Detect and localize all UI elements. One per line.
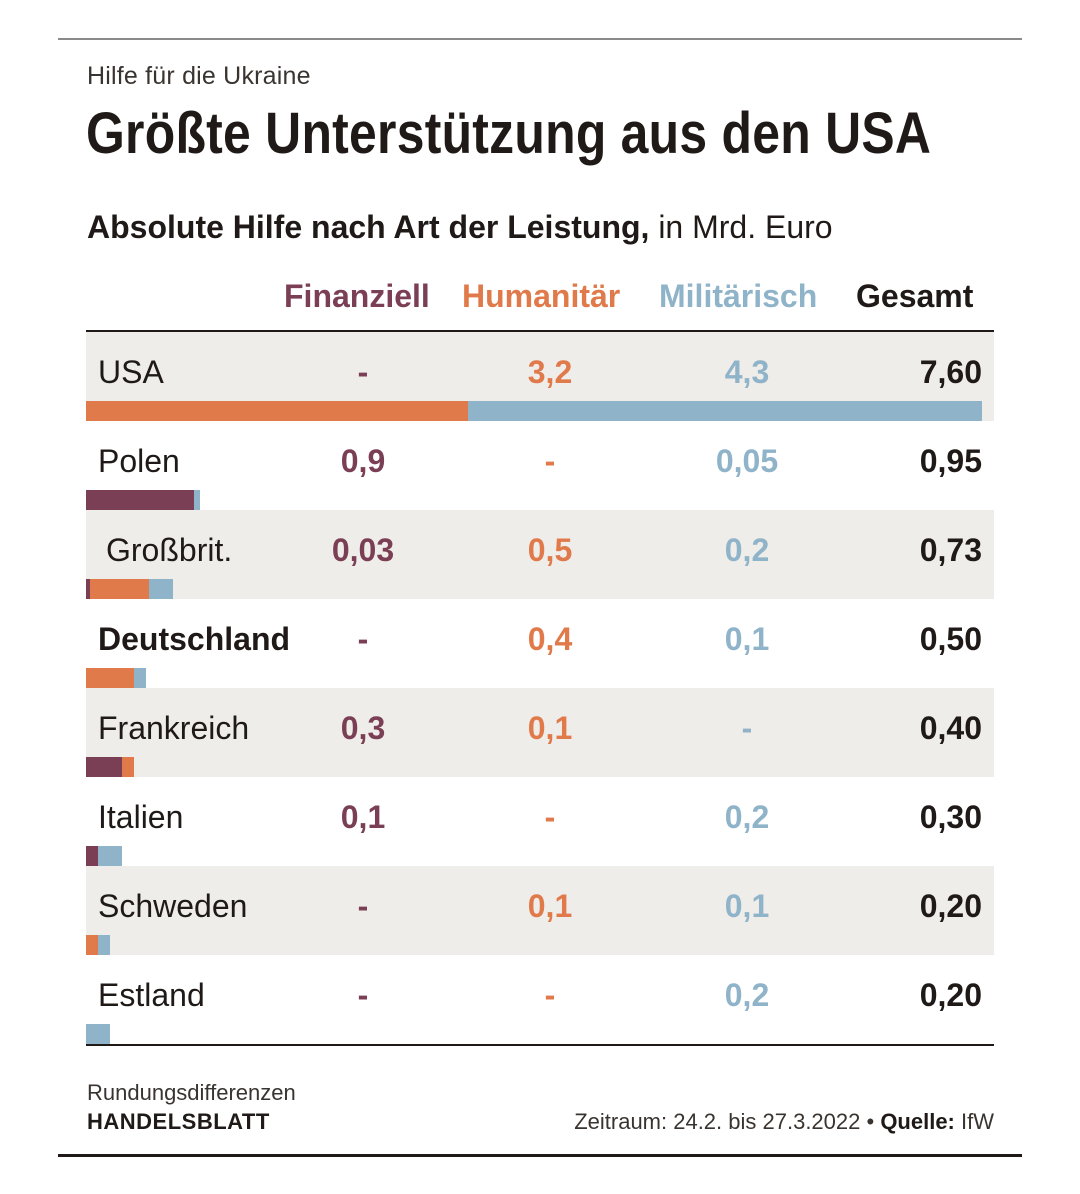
bar-segment-fin bbox=[86, 757, 122, 777]
source-line: Zeitraum: 24.2. bis 27.3.2022 • Quelle: … bbox=[574, 1109, 994, 1135]
row-schweden: Schweden - 0,1 0,1 0,20 bbox=[86, 866, 994, 955]
table-top-rule bbox=[86, 330, 994, 332]
column-header-humanitaer: Humanitär bbox=[462, 278, 621, 314]
bar-segment-hum bbox=[122, 757, 134, 777]
value-hum: 0,1 bbox=[527, 888, 573, 924]
value-total: 0,20 bbox=[919, 888, 982, 924]
bar-segment-fin bbox=[86, 579, 90, 599]
bar-segment-mil bbox=[86, 1024, 110, 1044]
bar-segment-hum bbox=[90, 579, 150, 599]
value-fin: - bbox=[357, 621, 369, 657]
value-mil: 0,2 bbox=[724, 977, 770, 1013]
top-rule bbox=[58, 38, 1022, 40]
table-bottom-rule bbox=[86, 1044, 994, 1046]
bar-segment-mil bbox=[134, 668, 146, 688]
stacked-bar bbox=[86, 579, 994, 599]
stacked-bar bbox=[86, 401, 994, 421]
value-hum: 3,2 bbox=[527, 354, 573, 390]
kicker: Hilfe für die Ukraine bbox=[87, 62, 311, 90]
value-hum: 0,1 bbox=[527, 710, 573, 746]
value-mil: 0,2 bbox=[724, 532, 770, 568]
value-mil: - bbox=[741, 710, 753, 746]
stacked-bar bbox=[86, 1024, 994, 1044]
country-label: Polen bbox=[98, 443, 180, 479]
stacked-bar bbox=[86, 846, 994, 866]
bar-segment-mil bbox=[194, 490, 200, 510]
value-fin: 0,3 bbox=[340, 710, 386, 746]
value-total: 0,50 bbox=[919, 621, 982, 657]
value-fin: 0,1 bbox=[340, 799, 386, 835]
stacked-bar bbox=[86, 668, 994, 688]
value-mil: 0,1 bbox=[724, 621, 770, 657]
country-label: Großbrit. bbox=[106, 532, 233, 568]
value-total: 7,60 bbox=[919, 354, 982, 390]
row-frankreich: Frankreich 0,3 0,1 - 0,40 bbox=[86, 688, 994, 777]
subtitle-unit: in Mrd. Euro bbox=[649, 209, 833, 245]
bar-segment-hum bbox=[86, 401, 468, 421]
value-total: 0,30 bbox=[919, 799, 982, 835]
value-mil: 0,2 bbox=[724, 799, 770, 835]
column-header-finanziell: Finanziell bbox=[284, 278, 430, 314]
value-fin: 0,03 bbox=[331, 532, 395, 568]
value-fin: - bbox=[357, 354, 369, 390]
column-header-gesamt: Gesamt bbox=[856, 278, 974, 314]
row-grossbrit: Großbrit. 0,03 0,5 0,2 0,73 bbox=[86, 510, 994, 599]
row-estland: Estland - - 0,2 0,20 bbox=[86, 955, 994, 1044]
value-hum: 0,5 bbox=[527, 532, 573, 568]
bar-segment-hum bbox=[86, 935, 98, 955]
stacked-bar bbox=[86, 490, 994, 510]
column-header-militaerisch: Militärisch bbox=[659, 278, 818, 314]
footnote: Rundungsdifferenzen bbox=[87, 1080, 296, 1105]
country-label: Schweden bbox=[98, 888, 248, 924]
value-fin: 0,9 bbox=[340, 443, 386, 479]
bar-segment-fin bbox=[86, 490, 194, 510]
value-mil: 0,05 bbox=[715, 443, 779, 479]
headline: Größte Unterstützung aus den USA bbox=[86, 101, 932, 166]
country-label: Estland bbox=[98, 977, 205, 1013]
period-text: Zeitraum: 24.2. bis 27.3.2022 • bbox=[574, 1109, 881, 1134]
bar-segment-mil bbox=[98, 846, 122, 866]
bar-segment-fin bbox=[86, 846, 98, 866]
value-hum: - bbox=[544, 443, 556, 479]
row-polen: Polen 0,9 - 0,05 0,95 bbox=[86, 421, 994, 510]
value-total: 0,40 bbox=[919, 710, 982, 746]
value-fin: - bbox=[357, 888, 369, 924]
row-usa: USA - 3,2 4,3 7,60 bbox=[86, 332, 994, 421]
value-total: 0,20 bbox=[919, 977, 982, 1013]
value-mil: 0,1 bbox=[724, 888, 770, 924]
bar-segment-mil bbox=[149, 579, 173, 599]
source-value: IfW bbox=[954, 1109, 994, 1134]
country-label: USA bbox=[98, 354, 164, 390]
bar-segment-hum bbox=[86, 668, 134, 688]
bottom-rule bbox=[58, 1154, 1022, 1157]
value-total: 0,95 bbox=[919, 443, 982, 479]
country-label: Deutschland bbox=[98, 621, 291, 657]
publisher-brand: HANDELSBLATT bbox=[87, 1109, 270, 1134]
value-hum: 0,4 bbox=[527, 621, 573, 657]
value-mil: 4,3 bbox=[724, 354, 770, 390]
country-label: Frankreich bbox=[98, 710, 250, 746]
value-hum: - bbox=[544, 977, 556, 1013]
stacked-bar bbox=[86, 757, 994, 777]
country-label: Italien bbox=[98, 799, 184, 835]
subtitle: Absolute Hilfe nach Art der Leistung, in… bbox=[87, 209, 833, 246]
value-fin: - bbox=[357, 977, 369, 1013]
row-deutschland: Deutschland - 0,4 0,1 0,50 bbox=[86, 599, 994, 688]
value-hum: - bbox=[544, 799, 556, 835]
bar-segment-mil bbox=[98, 935, 110, 955]
subtitle-bold: Absolute Hilfe nach Art der Leistung, bbox=[87, 209, 650, 245]
stacked-bar bbox=[86, 935, 994, 955]
row-italien: Italien 0,1 - 0,2 0,30 bbox=[86, 777, 994, 866]
bar-segment-mil bbox=[468, 401, 982, 421]
source-label: Quelle: bbox=[880, 1109, 955, 1134]
value-total: 0,73 bbox=[919, 532, 982, 568]
